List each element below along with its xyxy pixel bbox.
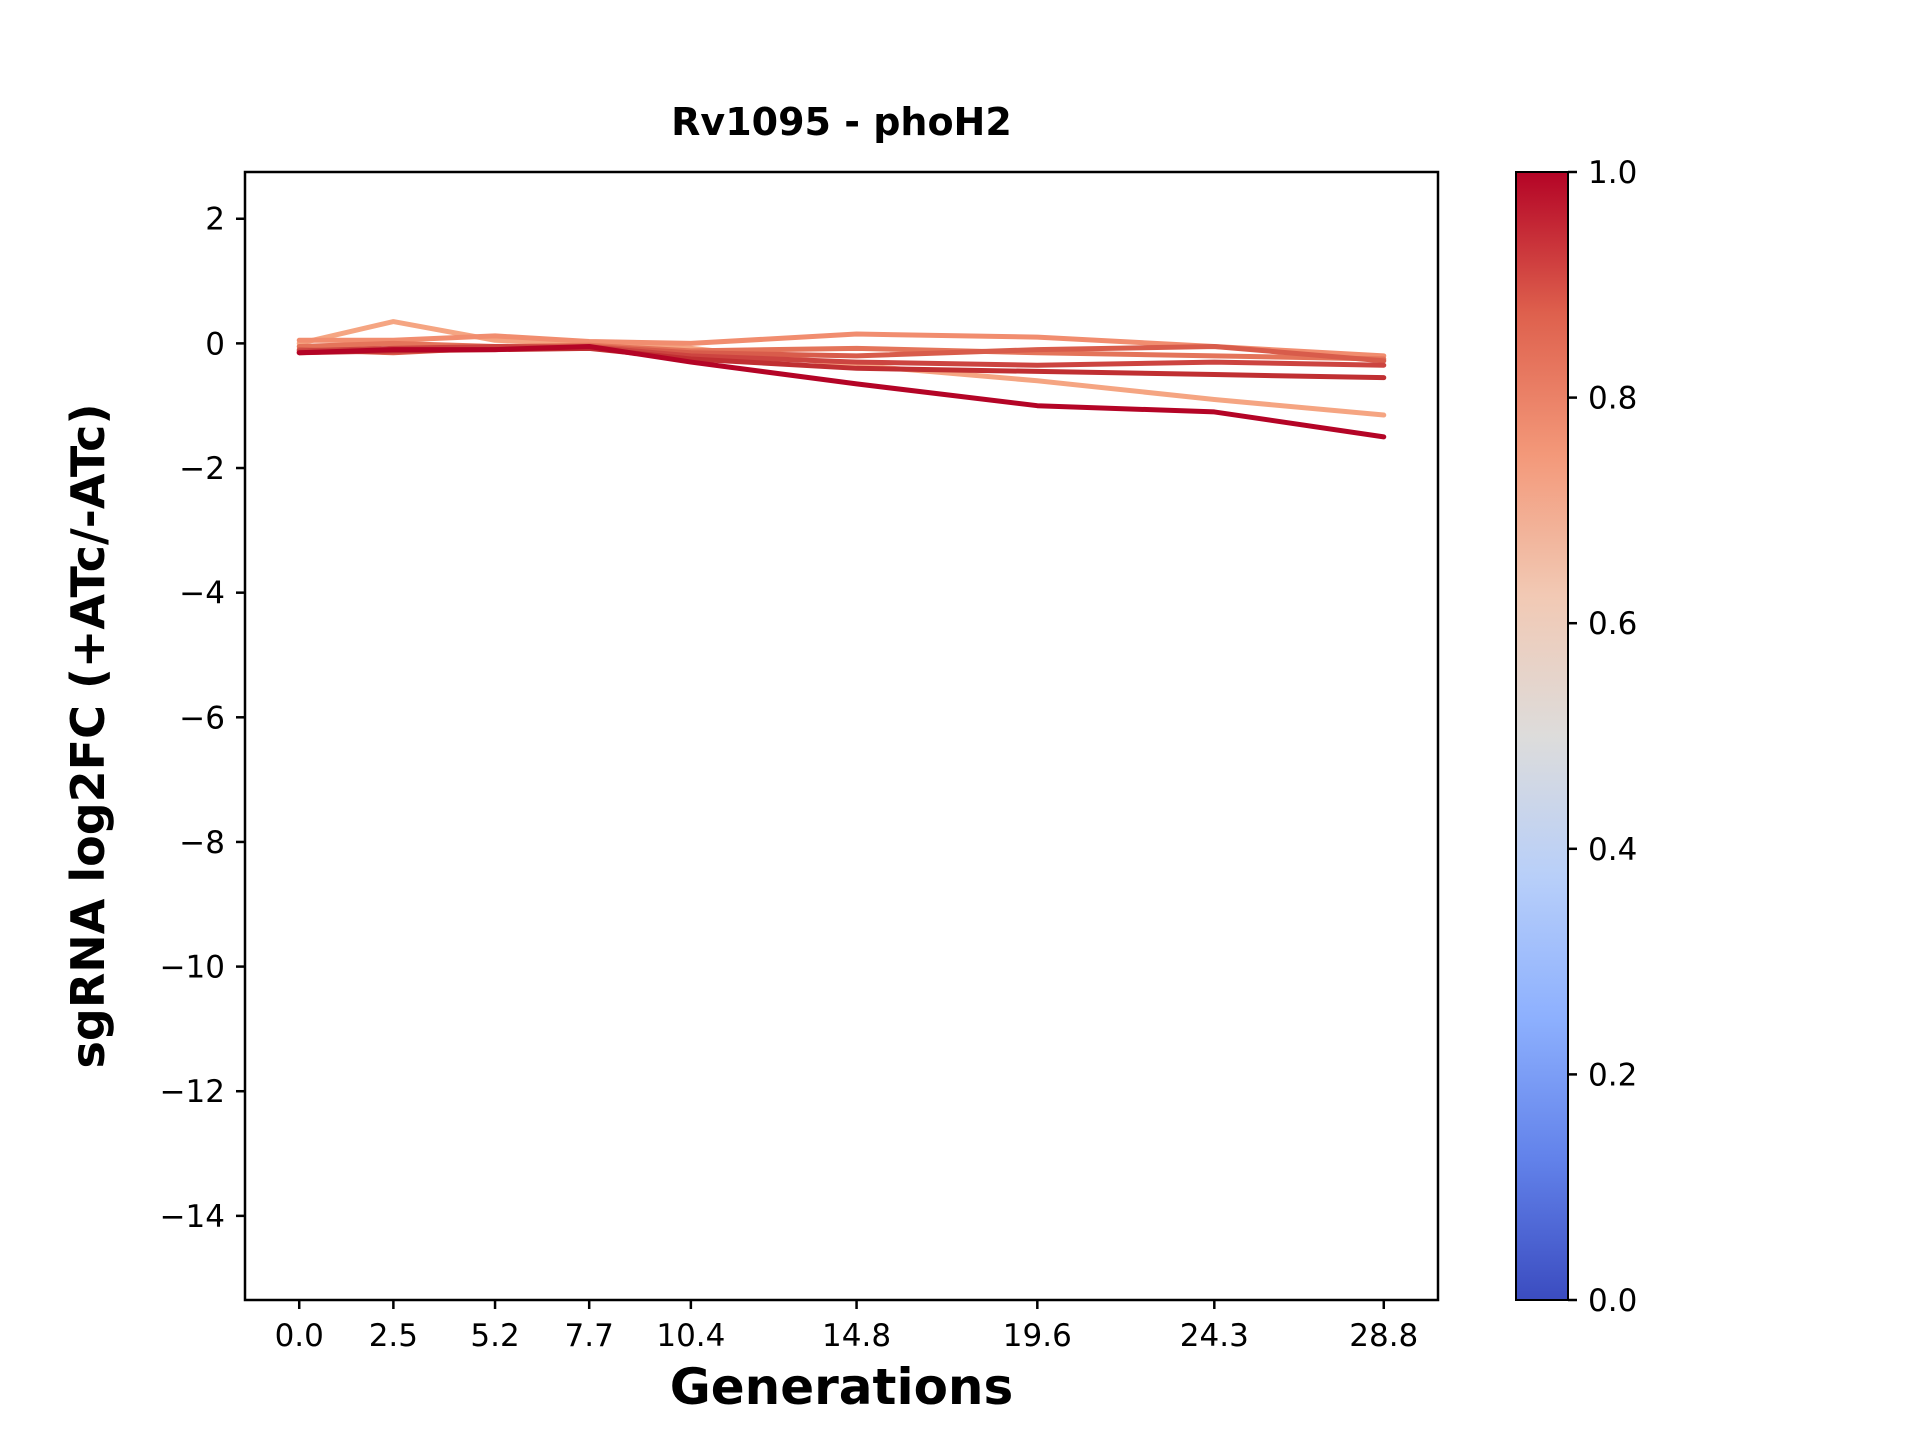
- colorbar-tick-label: 0.4: [1588, 832, 1637, 868]
- plot-border: [243, 170, 1440, 1302]
- sgrna-line-7: [296, 343, 1387, 440]
- y-tick-label: −2: [179, 451, 225, 487]
- chart-title: Rv1095 - phoH2: [671, 100, 1012, 144]
- y-tick-label: −12: [160, 1074, 225, 1110]
- x-tick-label: 7.7: [565, 1318, 614, 1354]
- x-tick-label: 28.8: [1349, 1318, 1418, 1354]
- y-tick-label: −6: [179, 700, 225, 736]
- y-tick-label: −4: [179, 576, 225, 612]
- x-tick-label: 5.2: [470, 1318, 519, 1354]
- x-axis-label: Generations: [669, 1358, 1014, 1416]
- x-tick-label: 14.8: [822, 1318, 891, 1354]
- y-tick-label: 2: [205, 202, 225, 238]
- colorbar-tick-label: 0.2: [1588, 1057, 1637, 1093]
- y-tick-label: 0: [205, 326, 225, 362]
- y-tick-label: −10: [160, 950, 225, 986]
- x-tick-label: 2.5: [369, 1318, 418, 1354]
- sgrna-line-2: [296, 331, 1387, 359]
- y-tick-label: −14: [160, 1199, 225, 1235]
- x-tick-label: 10.4: [656, 1318, 725, 1354]
- x-tick-label: 19.6: [1003, 1318, 1072, 1354]
- x-tick-label: 24.3: [1180, 1318, 1249, 1354]
- colorbar-tick-label: 1.0: [1588, 155, 1637, 191]
- y-tick-label: −8: [179, 825, 225, 861]
- colorbar-tick-label: 0.8: [1588, 381, 1637, 417]
- colorbar-tick-label: 0.0: [1588, 1283, 1637, 1319]
- colorbar-tick-label: 0.6: [1588, 606, 1637, 642]
- colorbar: [1515, 171, 1569, 1301]
- x-tick-label: 0.0: [275, 1318, 324, 1354]
- y-axis-label: sgRNA log2FC (+ATc/-ATc): [61, 403, 115, 1069]
